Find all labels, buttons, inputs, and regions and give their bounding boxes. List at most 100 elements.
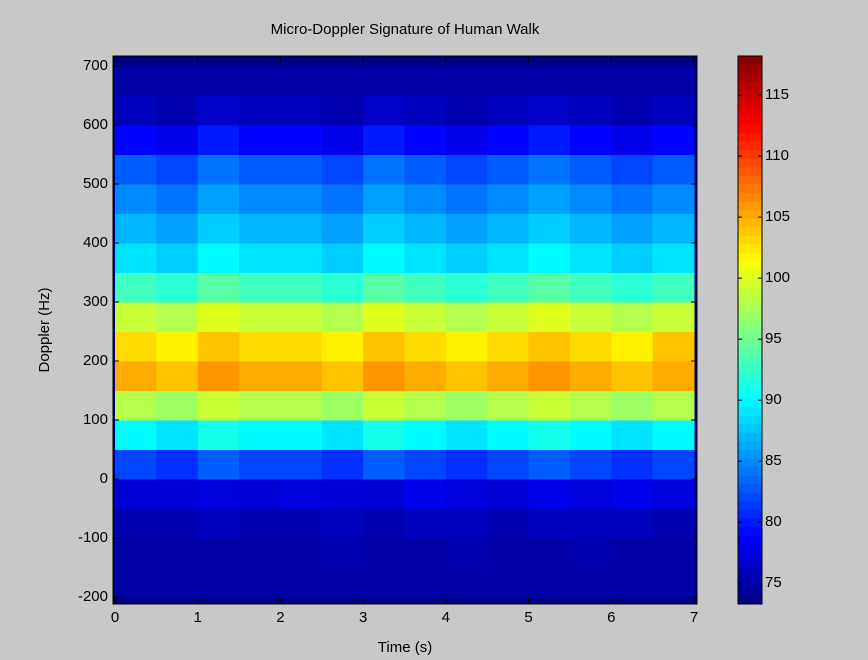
heatmap-cell: [280, 213, 323, 244]
colorbar-swatch: [738, 56, 762, 66]
heatmap-cell: [156, 360, 199, 391]
heatmap-cell: [197, 508, 240, 539]
heatmap-cell: [569, 66, 612, 97]
heatmap-cell: [156, 154, 199, 185]
colorbar-swatch: [738, 133, 762, 143]
heatmap-cell: [611, 301, 654, 332]
heatmap-cell: [363, 449, 405, 480]
heatmap-cell: [404, 508, 447, 539]
heatmap-cell: [239, 154, 281, 185]
heatmap-cell: [487, 449, 530, 480]
heatmap-cell: [611, 360, 654, 391]
heatmap-cell: [652, 419, 695, 450]
colorbar-tick-label: 110: [765, 147, 789, 164]
heatmap-cell: [445, 213, 488, 244]
colorbar-tick-label: 95: [765, 330, 782, 347]
colorbar-swatch: [738, 518, 762, 528]
heatmap-cell: [115, 537, 157, 568]
y-tick-label: 300: [83, 293, 108, 310]
heatmap-cell: [652, 66, 695, 97]
heatmap-cell: [487, 242, 530, 273]
heatmap-cell: [445, 125, 488, 156]
heatmap-cell: [321, 213, 364, 244]
heatmap-cell: [239, 125, 281, 156]
heatmap-cell: [404, 478, 447, 509]
colorbar-swatch: [738, 467, 762, 477]
heatmap-cell: [611, 184, 654, 214]
heatmap-cell: [528, 478, 571, 509]
heatmap-cell: [239, 331, 281, 362]
colorbar-swatch: [738, 569, 762, 579]
heatmap-cell: [528, 360, 571, 391]
colorbar-swatch: [738, 526, 762, 536]
heatmap-cell: [487, 508, 530, 539]
heatmap-cell: [280, 184, 323, 214]
y-tick-label: 0: [100, 470, 108, 487]
colorbar-swatch: [738, 158, 762, 168]
heatmap-cell: [652, 567, 695, 598]
heatmap-cell: [197, 125, 240, 156]
heatmap-cell: [280, 390, 323, 421]
y-axis-label: Doppler (Hz): [36, 287, 53, 372]
heatmap-cell: [404, 213, 447, 244]
heatmap-cell: [611, 66, 654, 97]
heatmap-cell: [321, 184, 364, 214]
heatmap-cell: [611, 95, 654, 126]
heatmap-cell: [487, 66, 530, 97]
heatmap-cell: [569, 478, 612, 509]
colorbar-swatch: [738, 270, 762, 280]
heatmap-cell: [115, 449, 157, 480]
heatmap-cell: [280, 242, 323, 273]
heatmap-cell: [652, 301, 695, 332]
colorbar-swatch: [738, 578, 762, 588]
heatmap-cell: [321, 508, 364, 539]
heatmap-cell: [611, 567, 654, 598]
heatmap-cell: [528, 66, 571, 97]
heatmap-cell: [321, 478, 364, 509]
colorbar-swatch: [738, 244, 762, 254]
heatmap-cell: [652, 360, 695, 391]
x-tick-label: 7: [690, 609, 698, 626]
heatmap-cell: [404, 272, 447, 303]
colorbar-swatch: [738, 81, 762, 91]
heatmap-cell: [156, 272, 199, 303]
heatmap-cell: [528, 537, 571, 568]
heatmap-cell: [363, 125, 405, 156]
heatmap-cell: [197, 360, 240, 391]
heatmap-cell: [404, 66, 447, 97]
heatmap-cell: [115, 213, 157, 244]
heatmap-cell: [197, 95, 240, 126]
heatmap-cell: [239, 449, 281, 480]
heatmap-cell: [569, 213, 612, 244]
heatmap-cell: [445, 449, 488, 480]
colorbar-swatch: [738, 235, 762, 245]
heatmap-cell: [197, 272, 240, 303]
heatmap-cell: [363, 272, 405, 303]
heatmap-cell: [321, 331, 364, 362]
heatmap-cell: [528, 95, 571, 126]
heatmap-cell: [652, 449, 695, 480]
heatmap-cell: [239, 567, 281, 598]
heatmap-cell: [239, 537, 281, 568]
heatmap-cell: [321, 419, 364, 450]
heatmap-cell: [115, 331, 157, 362]
heatmap-cell: [528, 125, 571, 156]
heatmap-cell: [404, 95, 447, 126]
colorbar-swatch: [738, 252, 762, 262]
heatmap-cell: [363, 390, 405, 421]
heatmap-cell: [197, 449, 240, 480]
heatmap-cell: [363, 301, 405, 332]
heatmap-cell: [363, 213, 405, 244]
heatmap-cell: [404, 154, 447, 185]
heatmap-cell: [569, 95, 612, 126]
heatmap-cell: [197, 478, 240, 509]
heatmap-cell: [404, 390, 447, 421]
heatmap-cell: [115, 154, 157, 185]
heatmap-cell: [528, 213, 571, 244]
colorbar-swatch: [738, 544, 762, 554]
heatmap-cell: [115, 508, 157, 539]
heatmap-cell: [115, 242, 157, 273]
colorbar-swatch: [738, 595, 762, 605]
colorbar: 75 80 85 90 95 100 105 110 115: [737, 55, 790, 605]
heatmap-cell: [280, 567, 323, 598]
